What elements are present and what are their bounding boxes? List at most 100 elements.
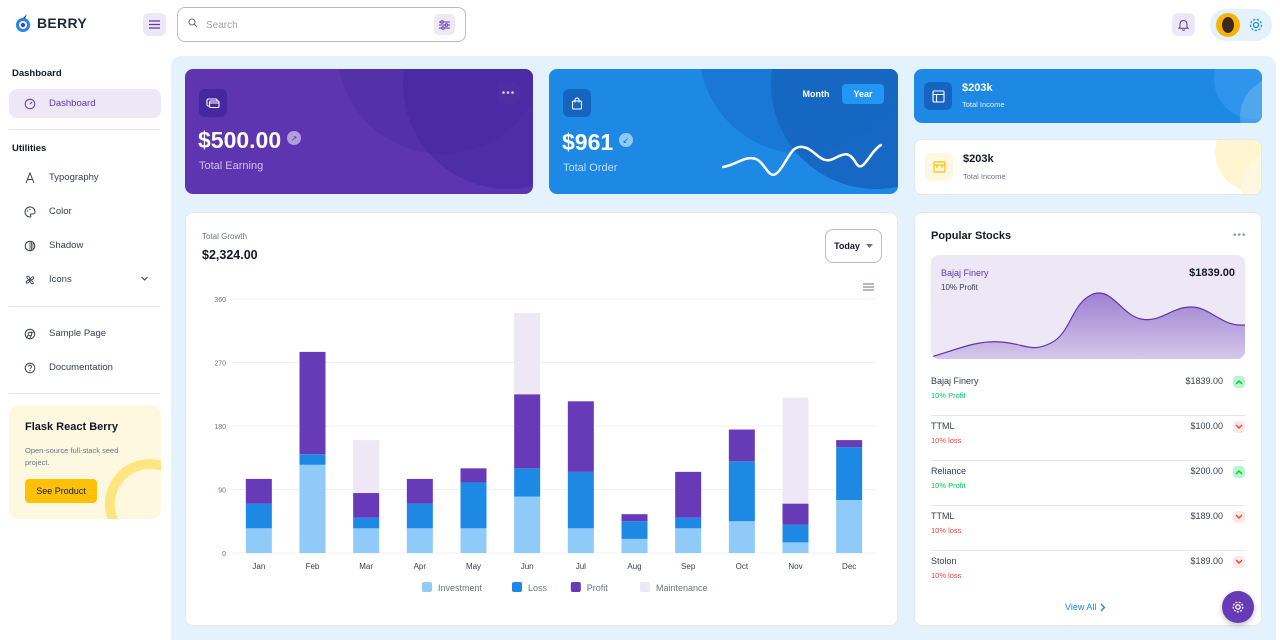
help-icon (24, 362, 36, 374)
total-income-card-light: $203k Total Income (914, 139, 1262, 195)
earning-label: Total Earning (199, 160, 264, 172)
promo-title: Flask React Berry (25, 421, 118, 433)
logo[interactable]: BERRY (14, 13, 87, 33)
bar-segment-profit (567, 401, 594, 472)
earning-value: $500.00 (198, 127, 282, 153)
bar-segment-investment (675, 528, 702, 553)
logo-text: BERRY (37, 15, 87, 31)
earning-icon-box (199, 89, 227, 117)
x-tick-label: Nov (788, 562, 802, 571)
sidebar-item-label: Dashboard (49, 98, 96, 109)
menu-toggle-button[interactable] (143, 13, 166, 36)
caret-down-icon (865, 244, 873, 248)
sidebar-item-label: Typography (49, 172, 99, 183)
bar-segment-loss (621, 521, 648, 539)
chevron-up-icon (1233, 376, 1245, 388)
sidebar-item-dashboard[interactable]: Dashboard (9, 89, 161, 118)
windmill-icon (24, 274, 36, 286)
x-tick-label: Dec (842, 562, 856, 571)
divider (9, 129, 160, 130)
order-icon-box (563, 89, 591, 117)
sidebar-item-color[interactable]: Color (9, 197, 161, 226)
typography-icon (24, 171, 36, 184)
building-store-icon (932, 161, 946, 173)
bar-segment-loss (353, 517, 380, 529)
total-income-card-dark: $203k Total Income (914, 69, 1262, 123)
stock-name: Bajaj Finery (931, 376, 979, 386)
x-tick-label: Sep (681, 562, 696, 571)
stock-row[interactable]: Reliance $200.00 10% Profit (931, 461, 1245, 506)
divider (9, 306, 160, 307)
x-tick-label: Feb (306, 562, 320, 571)
palette-icon (24, 205, 36, 218)
notification-button[interactable] (1172, 13, 1195, 36)
total-earning-card: ••• $500.00 ↗ Total Earning (185, 69, 533, 194)
stock-price: $189.00 (1190, 511, 1223, 521)
app-header: BERRY (0, 0, 1280, 50)
toggle-year-button[interactable]: Year (842, 84, 884, 104)
sidebar-item-icons[interactable]: Icons (9, 265, 161, 294)
order-value: $961 (562, 129, 614, 155)
sidebar-item-typography[interactable]: Typography (9, 163, 161, 192)
see-product-button[interactable]: See Product (25, 479, 97, 503)
legend-label: Maintenance (656, 583, 708, 593)
chevron-down-icon (1233, 511, 1245, 523)
search-icon (188, 18, 198, 28)
berry-logo-icon (16, 14, 30, 32)
chart-menu-icon[interactable] (863, 283, 874, 291)
stock-name: Reliance (931, 466, 967, 476)
more-options-button[interactable]: ••• (497, 83, 520, 104)
bar-segment-loss (299, 454, 326, 465)
sidebar-item-shadow[interactable]: Shadow (9, 231, 161, 260)
chevron-down-icon (1233, 421, 1245, 433)
customization-fab[interactable] (1222, 591, 1254, 623)
sidebar-item-documentation[interactable]: Documentation (9, 353, 161, 382)
bar-segment-loss (675, 517, 702, 529)
period-select[interactable]: Today (825, 229, 882, 263)
bar-segment-investment (245, 528, 272, 553)
total-order-card: Month Year $961 ↙ Total Order (549, 69, 898, 194)
bar-segment-maintenance (782, 397, 809, 504)
stock-change: 10% Profit (931, 481, 966, 490)
bell-icon (1178, 19, 1189, 31)
divider (9, 393, 160, 394)
x-tick-label: Jun (521, 562, 534, 571)
stock-row[interactable]: Bajaj Finery $1839.00 10% Profit (931, 371, 1245, 416)
stock-row[interactable]: TTML $100.00 10% loss (931, 416, 1245, 461)
stock-area-chart (931, 292, 1245, 359)
dots-horizontal-icon[interactable]: ••• (1233, 230, 1247, 241)
search-bar (177, 7, 466, 42)
chevron-down-icon (141, 276, 148, 281)
arrow-up-right-icon: ↗ (287, 131, 301, 145)
shopping-bag-icon (571, 96, 583, 110)
search-input[interactable] (206, 17, 426, 33)
period-select-value: Today (834, 241, 860, 251)
sidebar-item-label: Icons (49, 274, 72, 285)
stock-row[interactable]: TTML $189.00 10% loss (931, 506, 1245, 551)
legend-swatch (640, 582, 650, 592)
income-icon-box (925, 153, 953, 181)
y-tick-label: 0 (222, 551, 226, 558)
order-sparkline (721, 143, 883, 176)
filter-button[interactable] (434, 14, 455, 35)
total-growth-card: Total Growth $2,324.00 Today 0 90 180 270 36… (185, 212, 898, 626)
settings-icon (1249, 18, 1263, 32)
legend-swatch (512, 582, 522, 592)
stock-change: 10% loss (931, 436, 962, 445)
stock-change: 10% loss (931, 571, 962, 580)
stock-name: TTML (931, 421, 955, 431)
view-all-link[interactable]: View All (1065, 602, 1106, 612)
bar-segment-loss (728, 461, 755, 522)
bar-segment-profit (836, 440, 863, 448)
toggle-month-button[interactable]: Month (794, 84, 838, 104)
stock-row[interactable]: Stolon $189.00 10% loss (931, 551, 1245, 596)
profile-chip[interactable] (1210, 9, 1272, 41)
bar-segment-profit (514, 394, 541, 469)
income-value: $203k (962, 82, 993, 94)
growth-bar-chart: 0 90 180 270 360 Jan Feb Mar Apr May Jun Jul Aug Sep O… (214, 297, 876, 593)
bar-segment-profit (353, 493, 380, 518)
bar-segment-profit (782, 503, 809, 525)
sidebar-item-sample-page[interactable]: Sample Page (9, 319, 161, 348)
adjustments-icon (439, 19, 450, 30)
x-tick-label: Jul (576, 562, 586, 571)
